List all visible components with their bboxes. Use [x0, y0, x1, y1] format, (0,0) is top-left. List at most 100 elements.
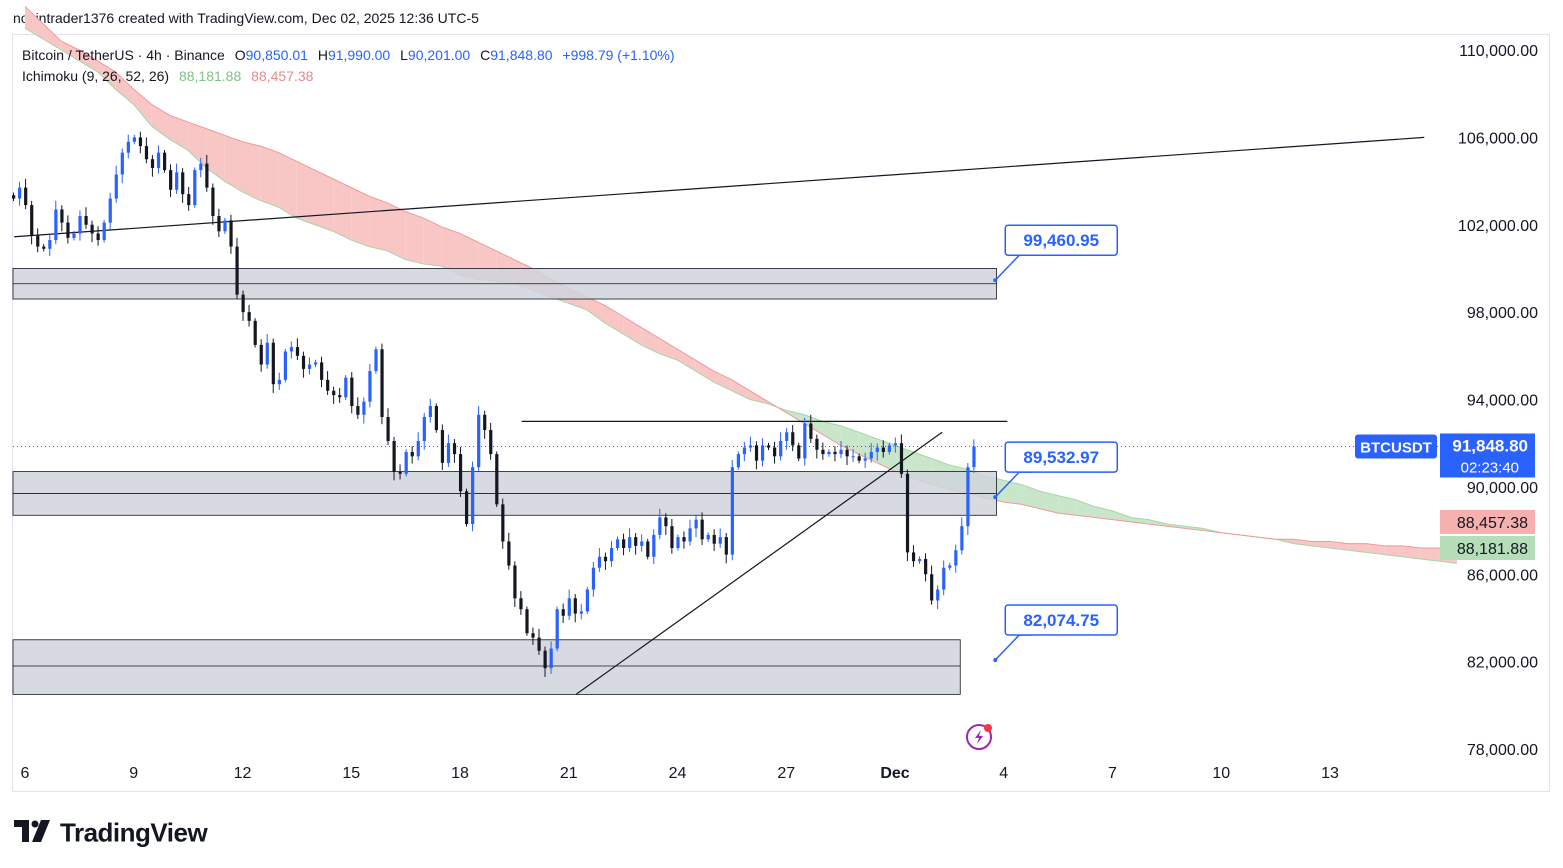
- candle-down: [181, 172, 185, 195]
- candle-down: [754, 445, 759, 461]
- cloud-segment: [695, 360, 714, 383]
- x-tick-label: 13: [1321, 765, 1339, 782]
- x-tick-label: Dec: [880, 765, 909, 782]
- cloud-segment: [1058, 495, 1077, 516]
- candle-up: [132, 137, 136, 142]
- trend-lines: [14, 136, 1425, 695]
- candle-down: [326, 379, 330, 391]
- candle-up: [785, 432, 789, 442]
- countdown-label: 02:23:40: [1461, 459, 1519, 476]
- candle-up: [283, 351, 287, 380]
- candle-up: [875, 447, 879, 452]
- candle-down: [724, 537, 728, 555]
- candle-up: [307, 364, 312, 369]
- candle-up: [114, 174, 118, 199]
- candle-up: [585, 589, 589, 612]
- cloud-segment: [677, 349, 696, 372]
- brand-name: TradingView: [60, 817, 208, 848]
- candle-up: [694, 519, 698, 529]
- last-price-tag: [1440, 433, 1535, 478]
- trend-line: [575, 431, 943, 695]
- x-tick-label: 10: [1212, 765, 1230, 782]
- candle-up: [760, 445, 765, 461]
- cloud-segment: [1384, 545, 1403, 557]
- candle-up: [748, 445, 753, 448]
- low-label: L: [400, 47, 408, 63]
- candle-down: [797, 445, 801, 459]
- candle-up: [839, 449, 843, 455]
- candle-up: [948, 565, 952, 568]
- candle-up: [78, 216, 82, 234]
- support-resistance-zones: [12, 268, 997, 695]
- candle-up: [477, 414, 481, 468]
- candle-down: [217, 216, 221, 232]
- candle-up: [126, 141, 130, 153]
- candle-up: [314, 362, 318, 365]
- candle-down: [295, 347, 300, 356]
- candle-up: [446, 443, 451, 463]
- candle-down: [513, 565, 517, 599]
- tradingview-logo: TradingView: [14, 816, 208, 849]
- ichimoku-tag: [1440, 536, 1535, 560]
- candle-down: [495, 454, 499, 505]
- candle-down: [187, 194, 191, 206]
- last-price-label: 91,848.80: [1452, 436, 1528, 455]
- candle-down: [881, 447, 885, 452]
- candle-down: [410, 451, 414, 457]
- candle-down: [537, 637, 541, 651]
- candle-down: [253, 320, 257, 345]
- candle-up: [966, 467, 970, 527]
- candle-down: [905, 473, 910, 553]
- candlesticks: [12, 131, 976, 677]
- candle-up: [742, 447, 747, 455]
- candle-down: [229, 220, 233, 247]
- candle-down: [573, 598, 577, 614]
- candle-up: [175, 172, 179, 190]
- y-tick-label: 98,000.00: [1467, 305, 1538, 322]
- candle-up: [616, 539, 620, 549]
- cloud-segment: [278, 152, 297, 219]
- candle-up: [156, 152, 161, 168]
- candle-down: [501, 504, 505, 542]
- candle-down: [398, 471, 402, 474]
- close-value: 91,848.80: [490, 47, 553, 63]
- time-axis: 6 9 12 15 18 21 24 27 Dec 4 7 10 13: [21, 765, 1339, 782]
- candle-down: [458, 454, 463, 492]
- cloud-segment: [115, 71, 134, 105]
- cloud-segment: [605, 305, 624, 334]
- candle-up: [676, 537, 680, 549]
- y-tick-label: 102,000.00: [1458, 218, 1538, 235]
- open-label: O: [234, 47, 246, 63]
- candle-down: [205, 163, 209, 188]
- candle-up: [265, 342, 269, 365]
- cloud-segment: [133, 89, 152, 127]
- candle-up: [120, 152, 124, 175]
- cloud-segment: [1003, 480, 1022, 505]
- callout-label: 89,532.97: [1023, 448, 1099, 467]
- symbol-row: Bitcoin / TetherUS · 4h · Binance O90,85…: [22, 45, 675, 66]
- y-tick-label: 106,000.00: [1458, 130, 1538, 147]
- candle-down: [259, 344, 263, 365]
- candle-up: [851, 456, 855, 458]
- ichimoku-tag-label: 88,181.88: [1457, 541, 1528, 558]
- indicator-value-2: 88,457.38: [251, 68, 314, 84]
- candle-up: [579, 611, 583, 614]
- candle-down: [634, 537, 638, 546]
- candle-down: [247, 312, 251, 321]
- y-tick-label: 110,000.00: [1459, 43, 1538, 60]
- candle-down: [924, 558, 928, 575]
- cloud-segment: [79, 50, 98, 72]
- candle-down: [12, 195, 16, 199]
- x-tick-label: 6: [21, 765, 30, 782]
- x-tick-label: 7: [1108, 765, 1117, 782]
- indicator-row[interactable]: Ichimoku (9, 26, 52, 26) 88,181.88 88,45…: [22, 66, 675, 87]
- chart-credit: novintrader1376 created with TradingView…: [13, 10, 479, 26]
- candle-down: [320, 362, 324, 380]
- candle-down: [66, 222, 70, 238]
- candle-up: [706, 534, 710, 540]
- callout-anchor: [993, 495, 998, 500]
- candle-up: [887, 445, 891, 452]
- candle-down: [543, 650, 547, 669]
- indicator-value-1: 88,181.88: [178, 68, 242, 84]
